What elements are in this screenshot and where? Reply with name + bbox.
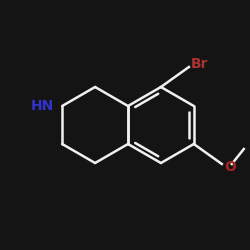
Text: O: O bbox=[224, 160, 236, 174]
Text: HN: HN bbox=[31, 99, 54, 113]
Text: Br: Br bbox=[191, 57, 208, 71]
